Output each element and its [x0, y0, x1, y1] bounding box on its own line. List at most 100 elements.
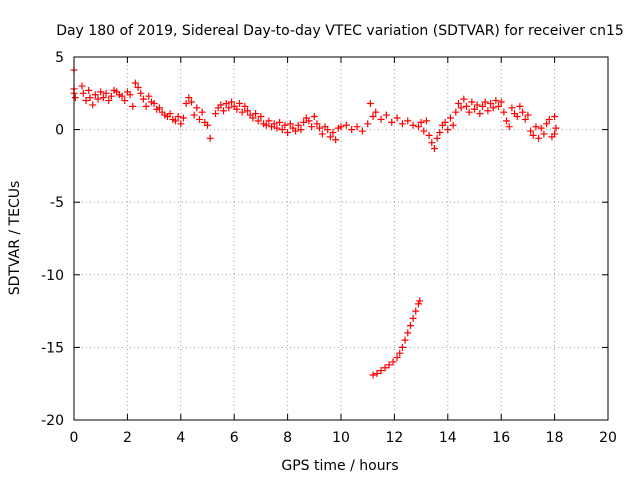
data-point: [398, 343, 406, 351]
data-point: [527, 127, 535, 135]
x-tick-label: 18: [546, 430, 564, 446]
data-point: [324, 126, 332, 134]
data-point: [139, 95, 147, 103]
data-point: [71, 94, 79, 102]
y-tick-label: -20: [41, 413, 64, 429]
data-point: [222, 99, 230, 107]
data-point: [495, 102, 503, 110]
data-point: [404, 117, 412, 125]
data-point: [257, 113, 265, 121]
data-point: [521, 115, 529, 123]
data-point: [433, 134, 441, 142]
data-point: [254, 117, 262, 125]
data-point: [532, 123, 540, 131]
data-point: [551, 130, 559, 138]
data-point: [385, 361, 393, 369]
data-point: [262, 121, 270, 129]
data-point: [420, 127, 428, 135]
data-point: [416, 297, 424, 305]
data-point: [508, 104, 516, 112]
data-point: [348, 126, 356, 134]
data-point: [358, 127, 366, 135]
data-point: [252, 110, 260, 118]
data-point: [342, 121, 350, 129]
data-point: [198, 108, 206, 116]
data-point: [462, 102, 470, 110]
data-point: [479, 102, 487, 110]
data-point: [425, 131, 433, 139]
data-point: [217, 101, 225, 109]
data-point: [422, 117, 430, 125]
data-point: [389, 358, 397, 366]
x-tick-label: 4: [176, 430, 185, 446]
data-point: [409, 121, 417, 129]
data-point: [294, 121, 302, 129]
data-point: [225, 104, 233, 112]
data-point: [545, 115, 553, 123]
data-point: [233, 105, 241, 113]
data-point: [412, 307, 420, 315]
y-tick-labels: -20 -15 -10 -5 0 5: [41, 50, 64, 429]
y-tick-label: 0: [55, 123, 64, 139]
data-point: [185, 94, 193, 102]
data-point: [492, 97, 500, 105]
data-point: [89, 101, 97, 109]
x-tick-label: 6: [230, 430, 239, 446]
data-point: [145, 92, 153, 100]
x-tick-label: 20: [599, 430, 617, 446]
data-point: [150, 99, 158, 107]
x-axis-label: GPS time / hours: [281, 458, 398, 474]
data-point: [121, 97, 129, 105]
data-point: [220, 107, 228, 115]
x-tick-label: 10: [332, 430, 350, 446]
data-point: [465, 108, 473, 116]
data-point: [300, 118, 308, 126]
data-point: [471, 105, 478, 113]
data-point: [171, 117, 179, 125]
data-point: [105, 97, 113, 105]
data-point: [353, 123, 361, 131]
x-tick-labels: 0 2 4 6 8 10 12 14 16 18 20: [70, 430, 617, 446]
data-point: [236, 99, 244, 107]
data-point: [126, 91, 134, 99]
grid-lines: [74, 57, 608, 420]
axis-ticks: [73, 56, 609, 421]
data-point: [524, 111, 532, 119]
data-point: [270, 120, 278, 128]
data-point: [174, 113, 182, 121]
data-point: [372, 108, 380, 116]
data-point: [310, 113, 318, 121]
data-point: [497, 98, 505, 106]
data-point: [308, 123, 316, 131]
data-point: [249, 114, 257, 122]
data-point: [452, 108, 460, 116]
data-point: [393, 114, 401, 122]
data-point: [241, 102, 249, 110]
data-points: [70, 66, 560, 379]
data-point: [406, 322, 414, 330]
data-point: [187, 98, 195, 106]
data-point: [543, 120, 551, 128]
data-point: [318, 130, 326, 138]
x-tick-label: 12: [385, 430, 403, 446]
data-point: [519, 108, 527, 116]
data-point: [326, 133, 334, 141]
data-point: [278, 126, 286, 134]
x-tick-label: 8: [283, 430, 292, 446]
data-point: [481, 98, 489, 106]
data-point: [94, 95, 102, 103]
data-point: [535, 134, 543, 142]
y-tick-label: -10: [41, 268, 64, 284]
data-point: [281, 121, 289, 129]
y-tick-label: -15: [41, 340, 64, 356]
data-point: [228, 98, 236, 106]
data-point: [273, 124, 281, 132]
data-point: [182, 99, 190, 107]
data-point: [305, 117, 313, 125]
y-axis-label: SDTVAR / TECUs: [7, 181, 23, 296]
data-point: [454, 99, 462, 107]
data-point: [142, 102, 150, 110]
data-point: [377, 367, 385, 375]
data-point: [316, 124, 324, 132]
data-point: [190, 111, 198, 119]
